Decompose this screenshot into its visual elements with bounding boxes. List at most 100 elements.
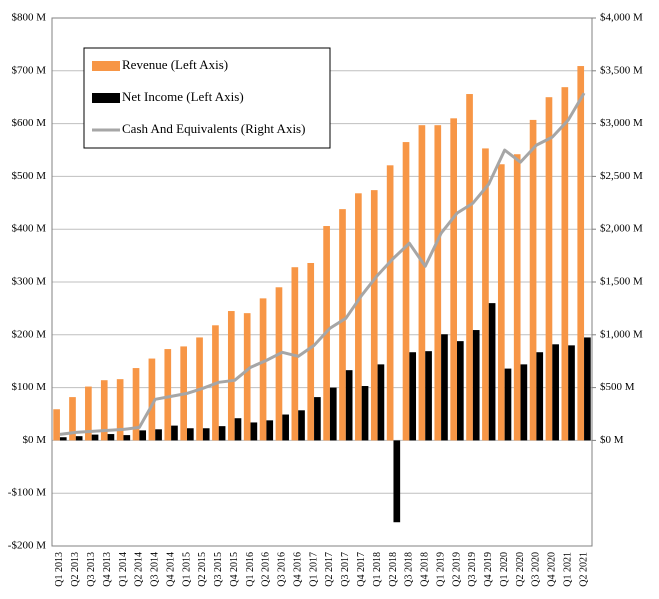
bar: [520, 364, 528, 441]
bar: [561, 87, 569, 441]
bar: [418, 125, 426, 441]
bar: [307, 262, 315, 441]
legend-label: Net Income (Left Axis): [122, 89, 244, 104]
bar: [218, 426, 226, 441]
y2-tick-label: $500 M: [600, 381, 635, 393]
y-tick-label: $300 M: [11, 276, 46, 288]
x-tick-label: Q2 2021: [578, 552, 589, 587]
legend-label: Revenue (Left Axis): [122, 57, 228, 72]
y2-tick-label: $0 M: [600, 434, 624, 446]
bar: [441, 334, 448, 441]
x-tick-label: Q1 2019: [435, 552, 446, 587]
y2-tick-label: $1,500 M: [600, 276, 643, 288]
bar: [402, 142, 410, 441]
y2-tick-label: $2,000 M: [600, 223, 643, 235]
x-tick-label: Q2 2016: [261, 552, 272, 587]
bar: [91, 434, 99, 441]
bar: [529, 119, 537, 441]
bar: [100, 380, 108, 441]
y-tick-label: $500 M: [11, 170, 46, 182]
bar: [155, 429, 162, 441]
x-tick-label: Q3 2018: [404, 552, 415, 587]
x-tick-label: Q3 2013: [86, 552, 97, 587]
bar: [148, 358, 156, 441]
bar: [409, 352, 417, 441]
bar: [577, 66, 585, 441]
bar: [584, 337, 591, 441]
legend-swatch: [92, 61, 120, 71]
x-tick-label: Q4 2019: [483, 552, 494, 587]
bar: [488, 303, 496, 441]
bar: [472, 330, 480, 441]
bar: [202, 428, 210, 441]
bar: [123, 435, 131, 441]
y2-tick-label: $1,000 M: [600, 328, 643, 340]
x-tick-label: Q2 2019: [451, 552, 462, 587]
bar: [259, 298, 267, 441]
bar: [361, 386, 369, 441]
x-tick-label: Q1 2016: [245, 552, 256, 587]
bar: [504, 368, 512, 441]
x-tick-label: Q1 2018: [372, 552, 383, 587]
bar: [53, 409, 60, 441]
x-tick-label: Q4 2013: [102, 552, 113, 587]
bar: [425, 351, 432, 441]
x-tick-label: Q4 2017: [356, 552, 367, 587]
bar: [107, 434, 115, 441]
y2-tick-label: $2,500 M: [600, 170, 643, 182]
x-tick-label: Q1 2020: [499, 552, 510, 587]
y-tick-label: -$200 M: [8, 540, 46, 552]
x-tick-label: Q4 2014: [165, 552, 176, 587]
x-tick-label: Q2 2020: [515, 552, 526, 587]
bar: [75, 436, 83, 441]
bar: [171, 425, 178, 441]
bar: [545, 97, 553, 441]
bar: [457, 341, 464, 441]
bar: [345, 370, 353, 441]
x-tick-label: Q1 2013: [54, 552, 65, 587]
y-tick-label: $0 M: [22, 434, 46, 446]
bar: [275, 287, 283, 441]
bar: [552, 344, 559, 441]
x-tick-label: Q3 2015: [213, 552, 224, 587]
x-tick-label: Q1 2015: [181, 552, 192, 587]
bar: [497, 164, 505, 441]
bar: [234, 418, 242, 441]
bar: [377, 364, 385, 441]
y2-tick-label: $4,000 M: [600, 12, 643, 24]
x-tick-label: Q2 2013: [70, 552, 81, 587]
y-tick-label: $700 M: [11, 64, 46, 76]
bar: [266, 420, 274, 441]
x-tick-label: Q4 2016: [292, 552, 303, 587]
bar: [59, 437, 67, 441]
bar: [291, 267, 299, 441]
x-tick-label: Q2 2014: [134, 552, 145, 587]
bar: [329, 387, 337, 441]
bar: [227, 311, 235, 441]
y-tick-label: $100 M: [11, 381, 46, 393]
bar: [187, 428, 194, 441]
y-tick-label: $400 M: [11, 223, 46, 235]
y-tick-label: $600 M: [11, 117, 46, 129]
x-tick-label: Q4 2018: [420, 552, 431, 587]
x-tick-label: Q3 2020: [531, 552, 542, 587]
bar: [466, 94, 473, 441]
bar: [450, 118, 457, 441]
x-tick-label: Q4 2015: [229, 552, 240, 587]
plot-frame: [51, 17, 593, 547]
legend-swatch: [92, 93, 120, 103]
bar: [513, 154, 521, 441]
x-tick-label: Q3 2014: [150, 552, 161, 587]
bar: [568, 345, 575, 441]
bar: [434, 125, 442, 441]
line: [59, 92, 586, 436]
bar: [116, 379, 124, 441]
bar: [536, 352, 544, 441]
bar: [243, 313, 251, 441]
bar: [69, 397, 76, 441]
bar: [339, 209, 346, 441]
legend-box: [83, 47, 331, 149]
bar: [393, 440, 401, 523]
x-tick-label: Q3 2017: [340, 552, 351, 587]
